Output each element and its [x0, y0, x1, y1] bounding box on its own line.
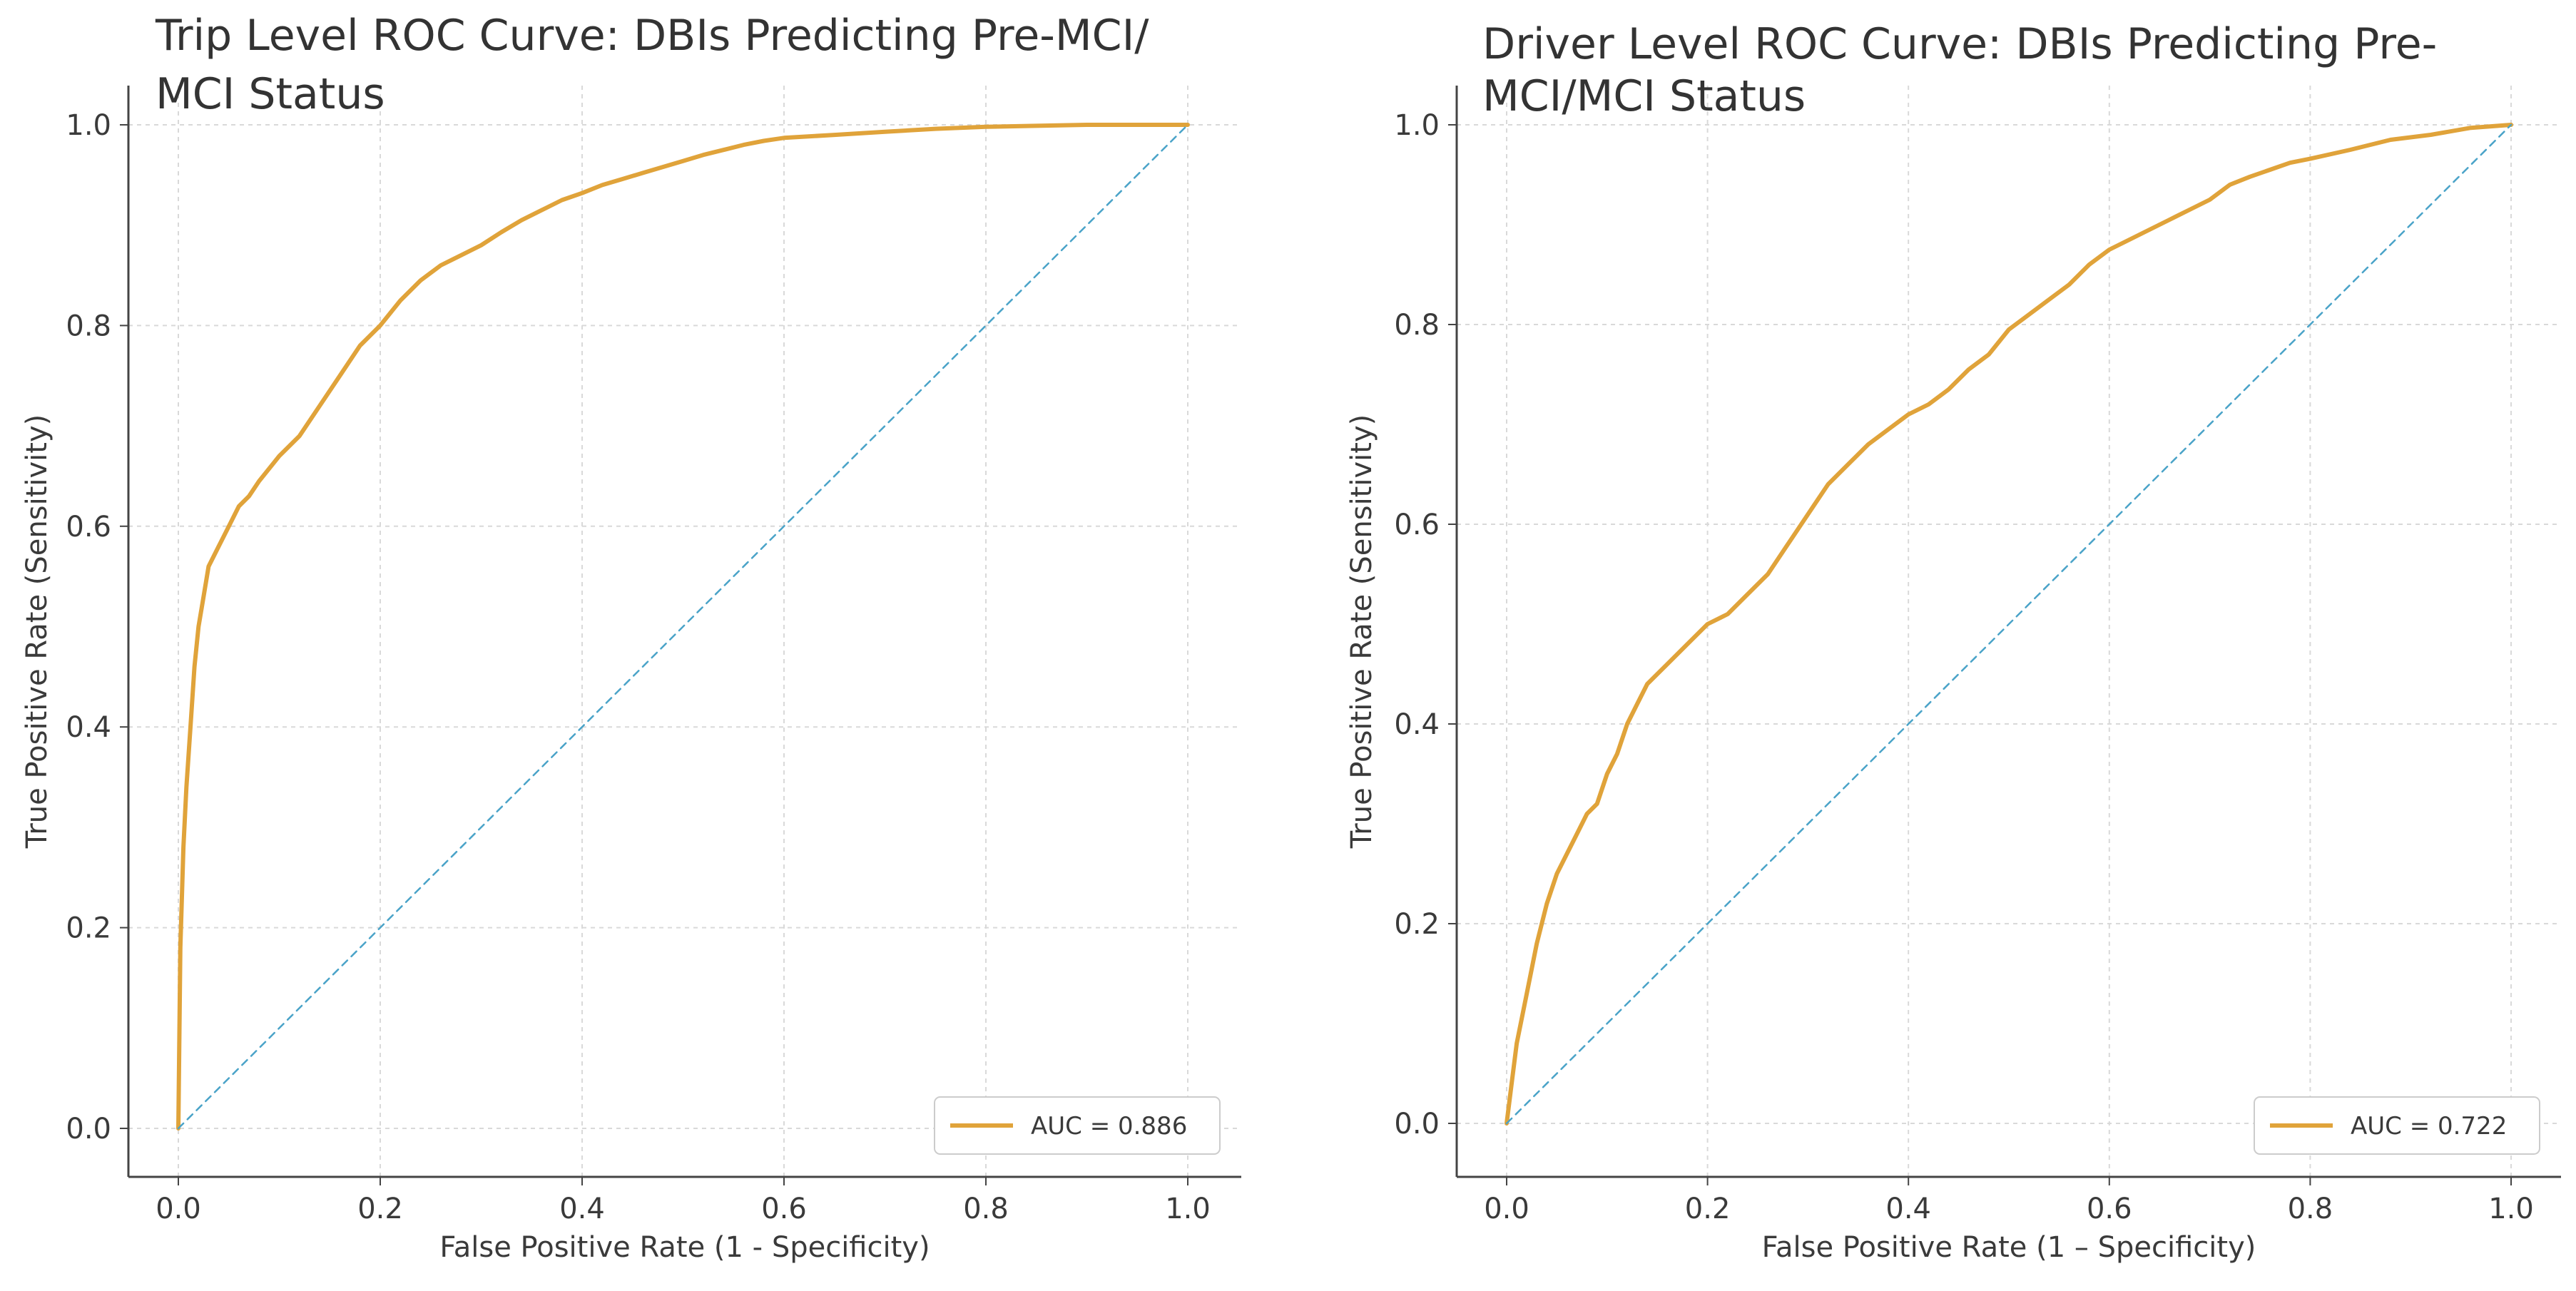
- grid: [1457, 86, 2561, 1177]
- legend-box: [2254, 1096, 2540, 1155]
- chart-title-line: MCI/MCI Status: [1482, 71, 1806, 121]
- y-axis-label: True Positive Rate (Sensitivity): [21, 414, 54, 849]
- chance-diagonal-line: [177, 123, 1189, 1130]
- y-tick-label: 0.8: [66, 310, 111, 342]
- x-tick-label: 0.4: [559, 1193, 605, 1225]
- chart-title-line: Driver Level ROC Curve: DBIs Predicting …: [1482, 19, 2437, 69]
- y-tick-label: 0.0: [66, 1113, 111, 1145]
- y-tick-label: 1.0: [1394, 109, 1440, 142]
- legend-box: [934, 1096, 1221, 1155]
- x-tick-label: 0.8: [2288, 1193, 2333, 1225]
- x-tick-label: 0.6: [761, 1193, 807, 1225]
- roc-curve-line: [1505, 123, 2513, 1126]
- y-tick-label: 0.2: [1394, 908, 1440, 941]
- x-axis-label: False Positive Rate (1 – Specificity): [1762, 1231, 2256, 1264]
- chart-title: Trip Level ROC Curve: DBIs Predicting Pr…: [155, 11, 1149, 119]
- y-tick-label: 0.4: [1394, 708, 1440, 741]
- y-tick-label: 0.2: [66, 912, 111, 945]
- legend-label: AUC = 0.722: [2351, 1112, 2507, 1141]
- x-tick-label: 0.6: [2087, 1193, 2132, 1225]
- chance-diagonal-line: [1505, 123, 2513, 1125]
- roc-curve-line: [176, 123, 1190, 1131]
- y-tick-label: 1.0: [66, 109, 111, 142]
- x-tick-label: 1.0: [2488, 1193, 2534, 1225]
- chart-panel-2: 0.0 0.2 0.4 0.6 0.8 1.0 0.0 0.2 0.4 0.6 0.8 1.0 Driv…: [1345, 19, 2561, 1264]
- x-tick-label: 0.8: [963, 1193, 1009, 1225]
- chart-title-line: Trip Level ROC Curve: DBIs Predicting Pr…: [155, 11, 1149, 61]
- grid: [128, 86, 1241, 1177]
- y-tick-label: 0.6: [66, 511, 111, 544]
- legend: AUC = 0.886: [934, 1096, 1221, 1155]
- legend-label: AUC = 0.886: [1031, 1112, 1187, 1141]
- y-tick-label: 0.8: [1394, 309, 1440, 342]
- x-tick-label: 0.2: [357, 1193, 403, 1225]
- y-axis-label: True Positive Rate (Sensitivity): [1345, 414, 1378, 849]
- y-tick-label: 0.6: [1394, 509, 1440, 541]
- x-tick-label: 0.0: [1484, 1193, 1529, 1225]
- chart-title: Driver Level ROC Curve: DBIs Predicting …: [1482, 19, 2437, 121]
- chart-panel-1: 0.0 0.2 0.4 0.6 0.8 1.0 0.0 0.2 0.4 0.6 0.8 1.0 Trip…: [21, 11, 1241, 1264]
- x-tick-label: 0.2: [1685, 1193, 1731, 1225]
- x-axis-label: False Positive Rate (1 - Specificity): [439, 1231, 930, 1264]
- x-tick-label: 0.0: [156, 1193, 201, 1225]
- y-tick-label: 0.0: [1394, 1108, 1440, 1141]
- legend: AUC = 0.722: [2254, 1096, 2540, 1155]
- x-tick-label: 1.0: [1165, 1193, 1211, 1225]
- x-tick-label: 0.4: [1885, 1193, 1931, 1225]
- y-tick-label: 0.4: [66, 711, 111, 744]
- chart-title-line: MCI Status: [156, 69, 385, 119]
